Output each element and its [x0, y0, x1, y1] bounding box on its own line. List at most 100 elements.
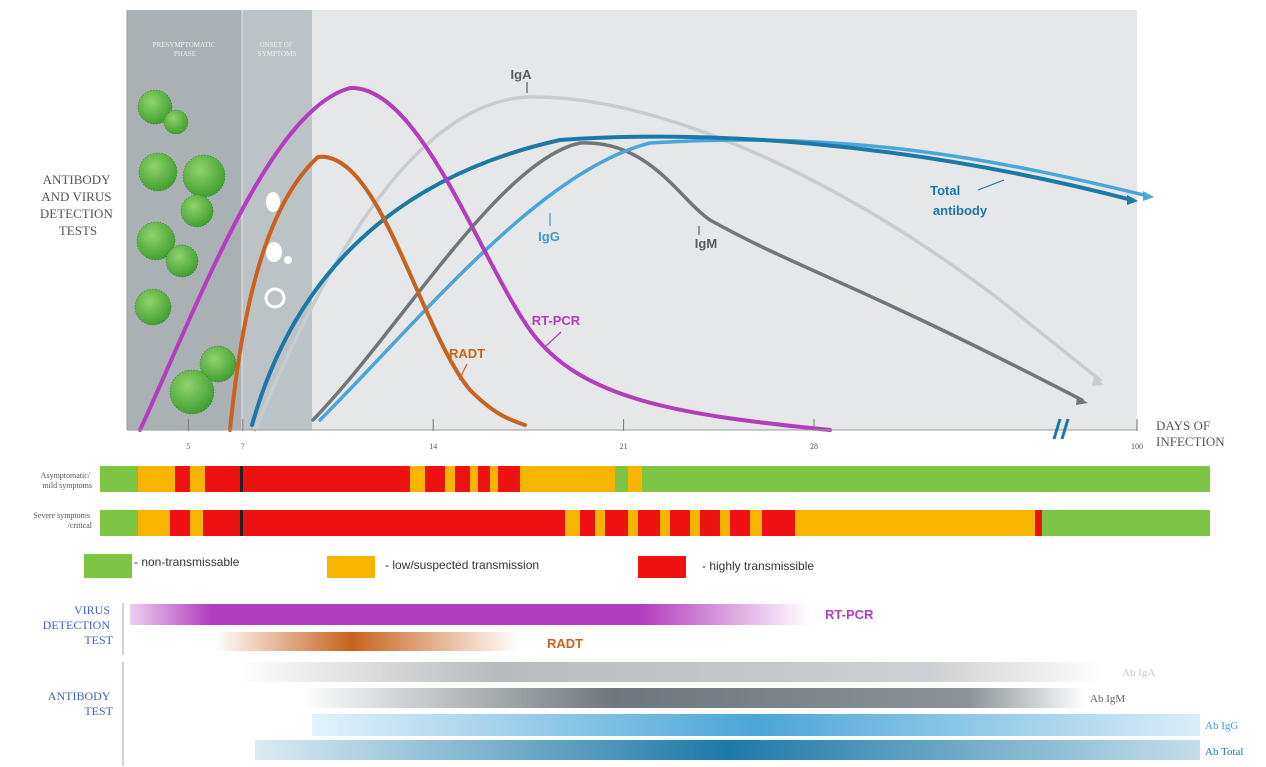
- transmission-segment: [203, 510, 240, 536]
- transmission-segment: [565, 510, 580, 536]
- transmission-segment: [455, 466, 470, 492]
- transmission-segment: [605, 510, 628, 536]
- transmission-segment: [690, 510, 700, 536]
- transmission-segment: [478, 466, 490, 492]
- rtpcr-test-bar: [130, 604, 810, 625]
- transmission-segment: [243, 466, 410, 492]
- x-tick-label: 5: [186, 442, 190, 451]
- total-arrowhead: [1127, 195, 1138, 205]
- ab-igg-bar: [312, 714, 1200, 736]
- transmission-segment: [1035, 510, 1042, 536]
- transmission-row-label-severe: Severe symptoms /critical: [33, 511, 92, 530]
- transmission-segment: [240, 510, 243, 536]
- legend-swatch-red: [638, 556, 686, 578]
- igg-arrowhead: [1143, 191, 1154, 201]
- legend-label-orange: - low/suspected transmission: [385, 558, 539, 572]
- igg-curve: [318, 138, 1150, 422]
- transmission-segment: [498, 466, 520, 492]
- transmission-segment: [615, 466, 628, 492]
- transmission-segment: [240, 466, 243, 492]
- ab-igg-label: Ab IgG: [1205, 720, 1238, 732]
- total-antibody-label: Total antibody: [930, 183, 988, 218]
- igg-label: IgG: [538, 229, 560, 244]
- virus-particles: [134, 89, 237, 415]
- transmission-segment: [190, 510, 203, 536]
- y-axis-label: ANTIBODY AND VIRUS DETECTION TESTS: [40, 172, 116, 238]
- x-tick-label: 7: [241, 442, 245, 451]
- antibody-test-label: ANTIBODY TEST: [48, 689, 114, 718]
- transmission-bar-severe: [100, 510, 1210, 536]
- transmission-segment: [175, 466, 190, 492]
- radt-curve: [228, 154, 527, 432]
- rtpcr-label: RT-PCR: [532, 313, 581, 328]
- transmission-bar-mild: [100, 466, 1210, 492]
- igm-arrowhead: [1076, 396, 1088, 405]
- ab-igm-label: Ab IgM: [1090, 693, 1125, 705]
- axis-break-icon: [1052, 418, 1070, 440]
- transmission-segment: [628, 510, 638, 536]
- transmission-row-label-mild: Asymptomatic/ mild symptoms: [41, 471, 92, 490]
- ab-iga-bar: [235, 662, 1105, 682]
- sick-face-icon: [264, 287, 286, 309]
- igm-curve: [311, 141, 1084, 422]
- transmission-segment: [642, 466, 1210, 492]
- transmission-segment: [470, 466, 478, 492]
- transmission-segment: [670, 510, 690, 536]
- rtpcr-curve: [138, 85, 832, 432]
- iga-label: IgA: [511, 67, 533, 82]
- presymptomatic-label: PRESYMPTOMATIC PHASE: [153, 41, 218, 58]
- igm-label: IgM: [695, 236, 717, 251]
- x-tick-label: 100: [1131, 442, 1143, 451]
- transmission-segment: [1042, 510, 1210, 536]
- x-tick-label: 21: [620, 442, 628, 451]
- transmission-segment: [205, 466, 240, 492]
- cough-icon: [266, 192, 280, 212]
- radt-test-bar: [214, 632, 519, 651]
- radt-test-label: RADT: [547, 636, 583, 651]
- transmission-segment: [762, 510, 795, 536]
- transmission-segment: [190, 466, 205, 492]
- transmission-segment: [138, 466, 175, 492]
- x-tick-label: 28: [810, 442, 818, 451]
- transmission-segment: [628, 466, 642, 492]
- ab-igm-bar: [300, 688, 1085, 708]
- x-axis-label: DAYS OF INFECTION: [1156, 418, 1225, 449]
- transmission-segment: [750, 510, 762, 536]
- transmission-segment: [445, 466, 455, 492]
- radt-label: RADT: [449, 346, 485, 361]
- transmission-segment: [425, 466, 445, 492]
- transmission-segment: [100, 466, 138, 492]
- legend-label-red: - highly transmissible: [702, 559, 814, 573]
- onset-label: ONSET OF SYMPTOMS: [258, 41, 296, 58]
- transmission-segment: [170, 510, 190, 536]
- x-axis-ticks: 5 7 14 21 28 100: [186, 419, 1143, 451]
- transmission-legend: - non-transmissable - low/suspected tran…: [84, 554, 814, 578]
- transmission-segment: [638, 510, 660, 536]
- virus-detection-test-label: VIRUS DETECTION TEST: [43, 603, 114, 647]
- symptom-icons: [264, 192, 292, 309]
- transmission-segment: [795, 510, 1035, 536]
- transmission-segment: [700, 510, 720, 536]
- legend-swatch-orange: [327, 556, 375, 578]
- ab-total-bar: [255, 740, 1200, 760]
- transmission-segment: [660, 510, 670, 536]
- transmission-segment: [730, 510, 750, 536]
- legend-swatch-green: [84, 554, 132, 578]
- transmission-segment: [138, 510, 170, 536]
- transmission-segment: [580, 510, 595, 536]
- legend-label-green: - non-transmissable: [134, 555, 240, 569]
- transmission-segment: [490, 466, 498, 492]
- fever-icon: [266, 242, 282, 262]
- transmission-segment: [520, 466, 615, 492]
- iga-arrowhead: [1092, 376, 1104, 386]
- transmission-segment: [720, 510, 730, 536]
- transmission-segment: [595, 510, 605, 536]
- transmission-segment: [243, 510, 565, 536]
- x-tick-label: 14: [429, 442, 437, 451]
- transmission-segment: [410, 466, 425, 492]
- total-antibody-curve: [250, 134, 1134, 427]
- ab-total-label: Ab Total: [1205, 746, 1243, 758]
- ab-iga-label: Ab IgA: [1122, 667, 1155, 679]
- rtpcr-test-label: RT-PCR: [825, 607, 874, 622]
